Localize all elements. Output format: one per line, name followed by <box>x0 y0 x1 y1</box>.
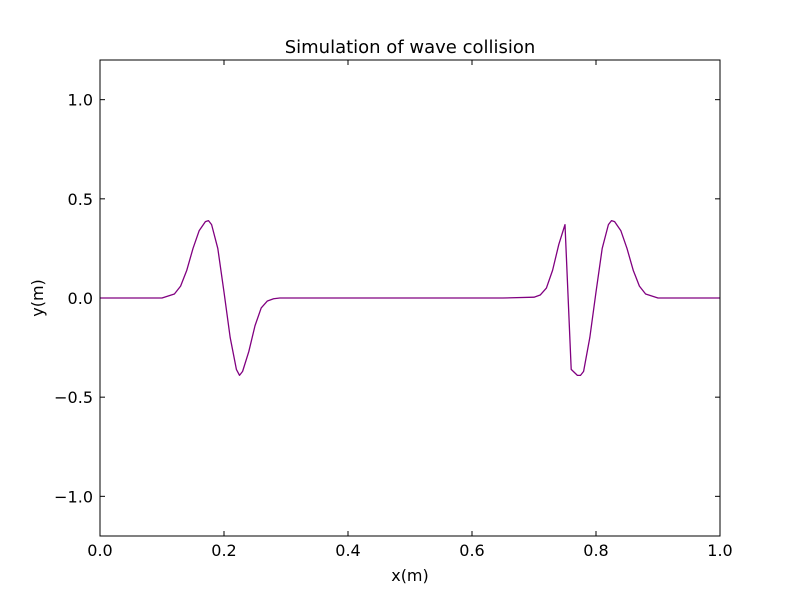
y-axis-label: y(m) <box>28 279 47 317</box>
y-tick-label: 1.0 <box>68 91 93 110</box>
y-tick-label: 0.0 <box>68 289 93 308</box>
chart-title: Simulation of wave collision <box>285 37 536 58</box>
x-tick-label: 0.2 <box>211 541 236 560</box>
y-tick-label: −1.0 <box>54 487 93 506</box>
series-line <box>100 220 720 376</box>
x-tick-label: 0.6 <box>459 541 484 560</box>
y-tick-label: 0.5 <box>68 190 93 209</box>
ticks-group: 0.0 0.2 0.4 0.6 0.8 1.0 −1.0 −0.5 0.0 0.5 1.0 <box>54 60 733 560</box>
y-tick-label: −0.5 <box>54 388 93 407</box>
plot-frame <box>99 59 721 537</box>
x-tick-label: 0.0 <box>87 541 112 560</box>
x-tick-label: 0.4 <box>335 541 360 560</box>
x-tick-label: 1.0 <box>707 541 732 560</box>
x-tick-label: 0.8 <box>583 541 608 560</box>
x-axis-label: x(m) <box>391 566 429 585</box>
